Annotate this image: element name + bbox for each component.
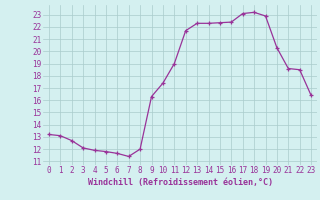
X-axis label: Windchill (Refroidissement éolien,°C): Windchill (Refroidissement éolien,°C) [87, 178, 273, 187]
